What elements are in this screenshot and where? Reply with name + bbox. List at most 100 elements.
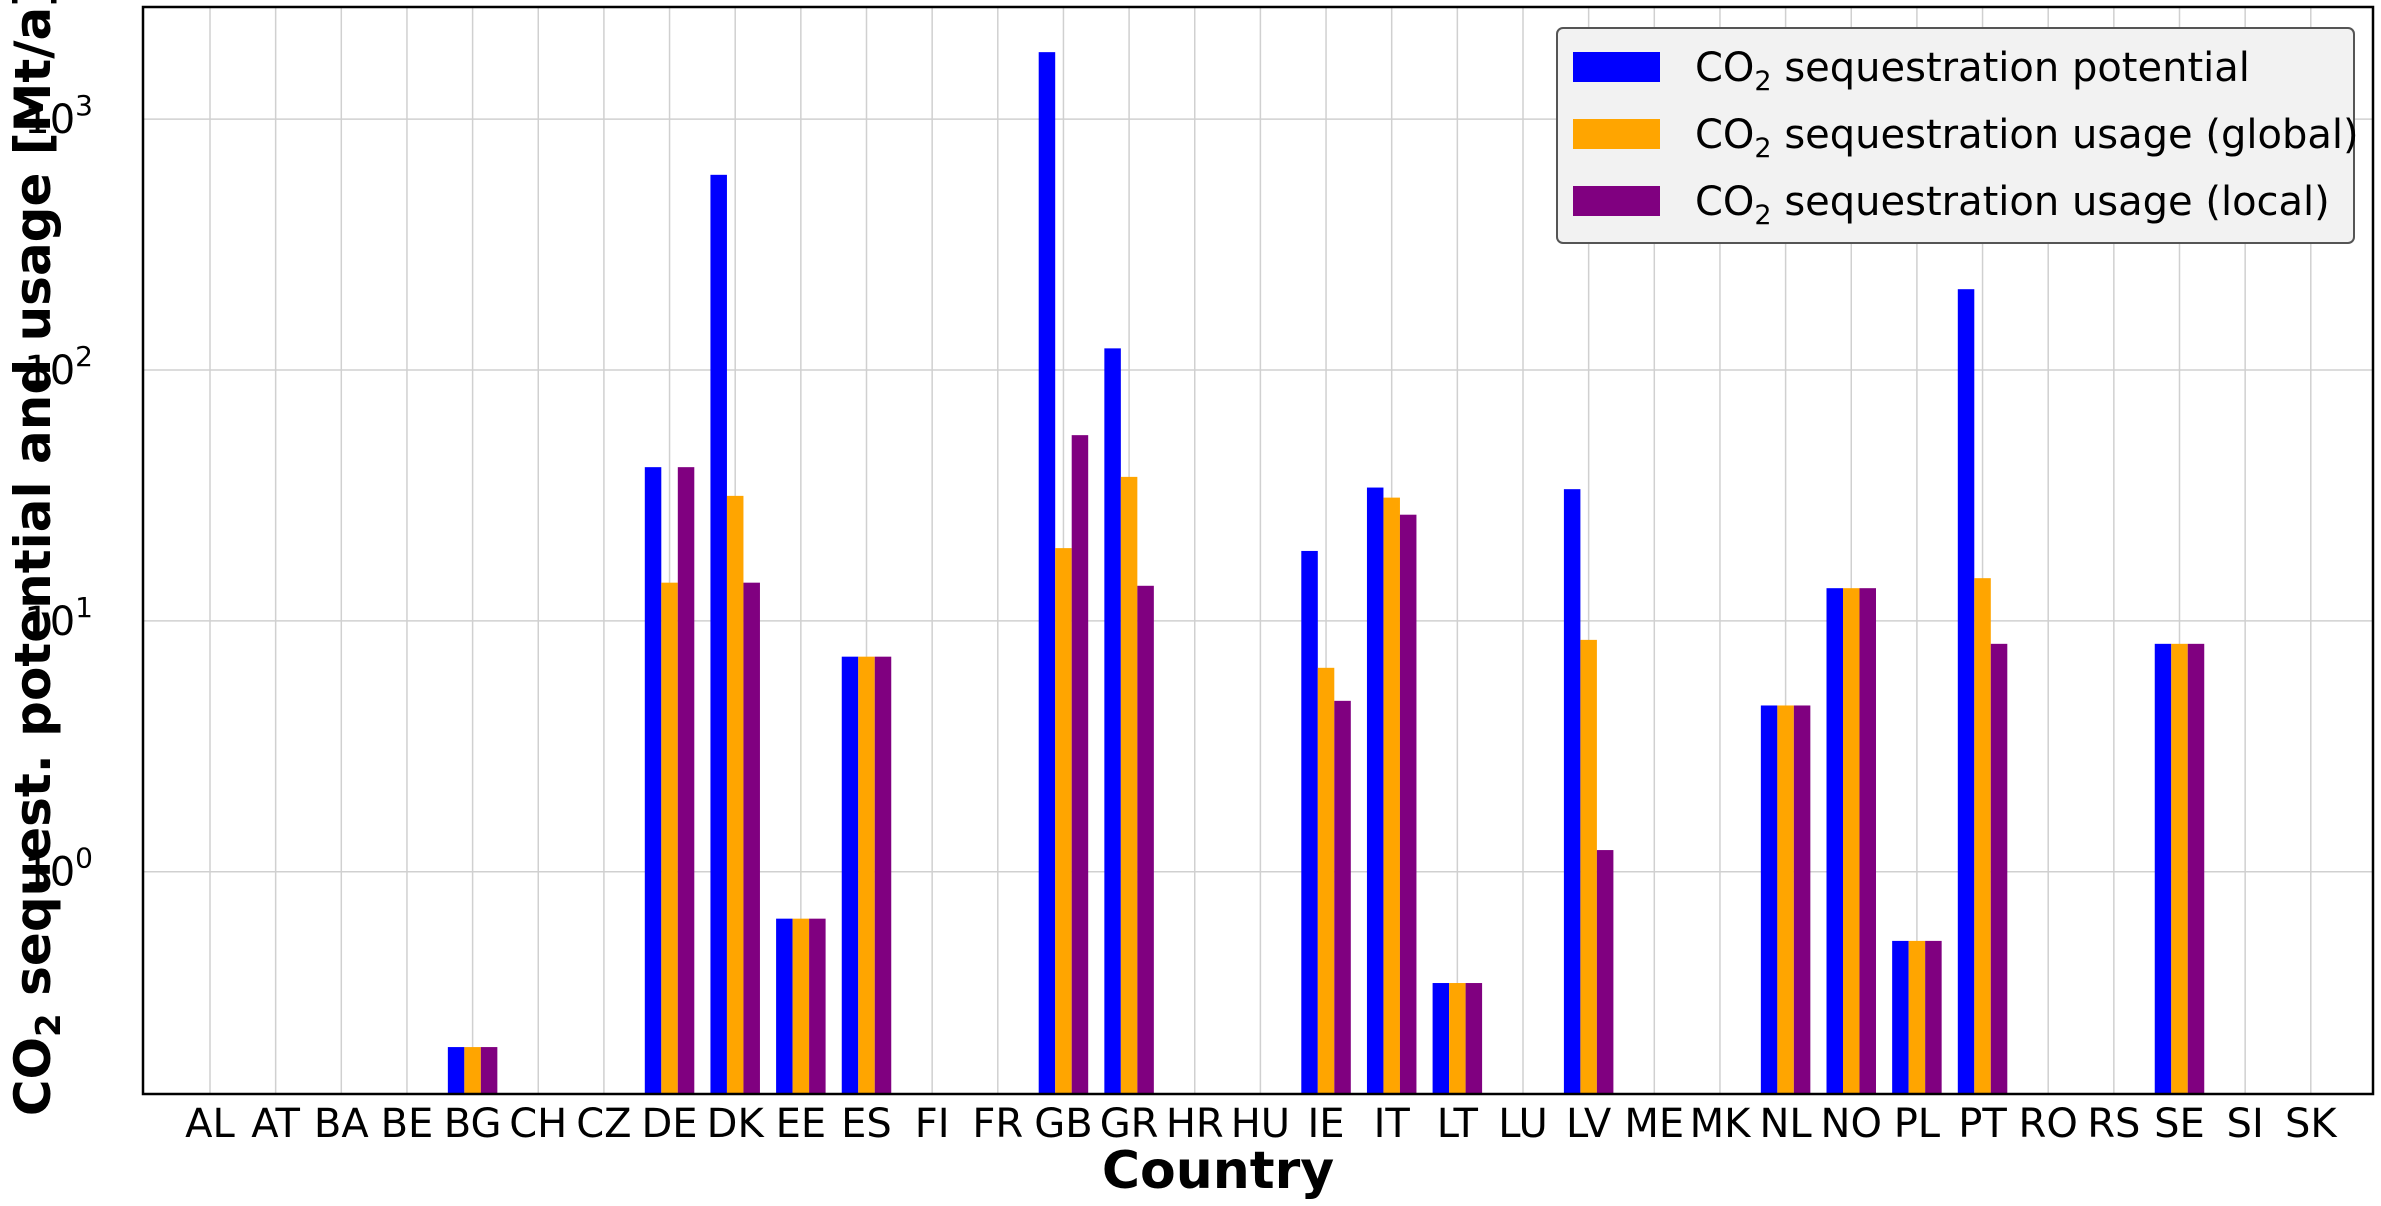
- x-tick-label: GR: [1100, 1101, 1159, 1147]
- bar-SE-s2: [2171, 643, 2188, 1094]
- bar-PT-s2: [1974, 578, 1991, 1094]
- bar-ES-s3: [874, 656, 892, 1094]
- x-tick-label: RS: [2087, 1101, 2140, 1147]
- legend-label: CO2 sequestration potential: [1695, 45, 2250, 97]
- x-tick-label: AL: [185, 1101, 235, 1147]
- bar-NO-s3: [1859, 588, 1876, 1094]
- bar-IE-s3: [1334, 700, 1351, 1094]
- x-tick-label: DE: [642, 1101, 698, 1147]
- y-tick-label: 102: [24, 340, 93, 394]
- legend-frame: [1556, 27, 2355, 244]
- bar-ES-s2: [858, 656, 875, 1094]
- x-tick-label: HU: [1231, 1101, 1290, 1147]
- x-tick-label: PT: [1958, 1101, 2007, 1147]
- x-tick-label: DK: [707, 1101, 766, 1147]
- x-tick-label: BE: [381, 1101, 434, 1147]
- x-tick-label: IE: [1308, 1101, 1345, 1147]
- x-tick-label: SK: [2285, 1101, 2338, 1147]
- bar-IE-s1: [1301, 550, 1318, 1094]
- bar-GR-s3: [1137, 585, 1154, 1094]
- bar-PT-s3: [1990, 643, 2008, 1094]
- bar-EE-s1: [776, 918, 793, 1094]
- bar-NO-s2: [1843, 588, 1860, 1094]
- bar-PL-s2: [1908, 940, 1926, 1094]
- y-tick-label: 100: [24, 842, 93, 896]
- bar-GR-s2: [1120, 476, 1138, 1094]
- legend-swatch: [1573, 186, 1660, 216]
- x-tick-label: ME: [1624, 1101, 1684, 1147]
- x-tick-label: NL: [1759, 1101, 1812, 1147]
- bar-EE-s2: [792, 918, 810, 1094]
- bar-IT-s1: [1366, 487, 1384, 1094]
- x-tick-label: LU: [1498, 1101, 1548, 1147]
- x-tick-label: SE: [2154, 1101, 2205, 1147]
- legend-label: CO2 sequestration usage (global): [1695, 112, 2359, 164]
- bar-ES-s1: [841, 656, 859, 1094]
- bar-DK-s3: [743, 582, 760, 1094]
- bar-LV-s2: [1580, 639, 1597, 1094]
- bar-BG-s2: [464, 1047, 481, 1094]
- legend: CO2 sequestration potential CO2 sequestra…: [1556, 27, 2359, 244]
- x-tick-label: BG: [444, 1101, 502, 1147]
- x-tick-label: CH: [509, 1101, 567, 1147]
- y-tick-label: 103: [24, 89, 93, 143]
- x-tick-labels: AL AT BA BE BG CH CZ DE DK EE ES FI FR GB GR HR HU IE IT LT…: [185, 1101, 2338, 1147]
- bar-SE-s1: [2154, 643, 2172, 1094]
- bar-GB-s1: [1038, 52, 1056, 1094]
- bar-NL-s1: [1760, 705, 1778, 1094]
- bar-IT-s2: [1383, 497, 1400, 1094]
- legend-label: CO2 sequestration usage (local): [1695, 179, 2330, 231]
- bar-PL-s1: [1892, 940, 1909, 1094]
- bar-IE-s2: [1317, 667, 1335, 1094]
- x-tick-label: FI: [915, 1101, 950, 1147]
- x-tick-label: NO: [1821, 1101, 1882, 1147]
- bar-NL-s2: [1777, 705, 1794, 1094]
- x-axis-title: Country: [1102, 1141, 1334, 1201]
- bar-SE-s3: [2187, 643, 2205, 1094]
- x-tick-label: CZ: [576, 1101, 631, 1147]
- x-tick-label: MK: [1690, 1101, 1753, 1147]
- bar-DK-s2: [726, 495, 744, 1094]
- bar-GB-s2: [1055, 548, 1072, 1094]
- bar-EE-s3: [809, 918, 826, 1094]
- legend-swatch: [1573, 52, 1660, 82]
- bar-LT-s3: [1465, 983, 1483, 1094]
- bar-BG-s1: [447, 1047, 465, 1094]
- bar-LT-s1: [1432, 983, 1450, 1094]
- x-tick-label: HR: [1166, 1101, 1224, 1147]
- bar-LV-s1: [1563, 489, 1581, 1094]
- bar-GR-s1: [1104, 348, 1121, 1094]
- x-tick-label: IT: [1374, 1101, 1411, 1147]
- y-tick-label: 101: [24, 591, 93, 645]
- x-tick-label: BA: [314, 1101, 369, 1147]
- bar-GB-s3: [1071, 435, 1089, 1094]
- bar-DK-s1: [710, 174, 727, 1094]
- x-tick-label: GB: [1034, 1101, 1092, 1147]
- x-tick-label: PL: [1894, 1101, 1941, 1147]
- x-tick-label: AT: [251, 1101, 300, 1147]
- x-tick-label: ES: [841, 1101, 892, 1147]
- bar-PT-s1: [1957, 289, 1975, 1094]
- y-tick-labels: 100 101 102 103: [24, 89, 93, 896]
- x-tick-label: RO: [2019, 1101, 2078, 1147]
- bar-NO-s1: [1826, 588, 1843, 1094]
- bar-IT-s3: [1399, 514, 1417, 1094]
- x-tick-label: LT: [1437, 1101, 1479, 1147]
- bar-LT-s2: [1449, 983, 1466, 1094]
- legend-swatch: [1573, 119, 1660, 149]
- bar-PL-s3: [1925, 940, 1942, 1094]
- bar-LV-s3: [1596, 850, 1614, 1094]
- bar-DE-s2: [661, 582, 678, 1094]
- bar-DE-s1: [644, 467, 662, 1094]
- bar-layer: [447, 52, 2205, 1094]
- x-tick-label: LV: [1566, 1101, 1612, 1147]
- x-tick-label: FR: [972, 1101, 1023, 1147]
- bar-NL-s3: [1793, 705, 1811, 1094]
- plot-frame: [141, 5, 2375, 1096]
- x-tick-label: SI: [2227, 1101, 2264, 1147]
- x-tick-label: EE: [776, 1101, 827, 1147]
- y-axis-title: CO2 sequest. potential and usage [Mt/a]: [4, 0, 69, 1116]
- bar-DE-s3: [677, 467, 695, 1094]
- bar-BG-s3: [480, 1047, 498, 1094]
